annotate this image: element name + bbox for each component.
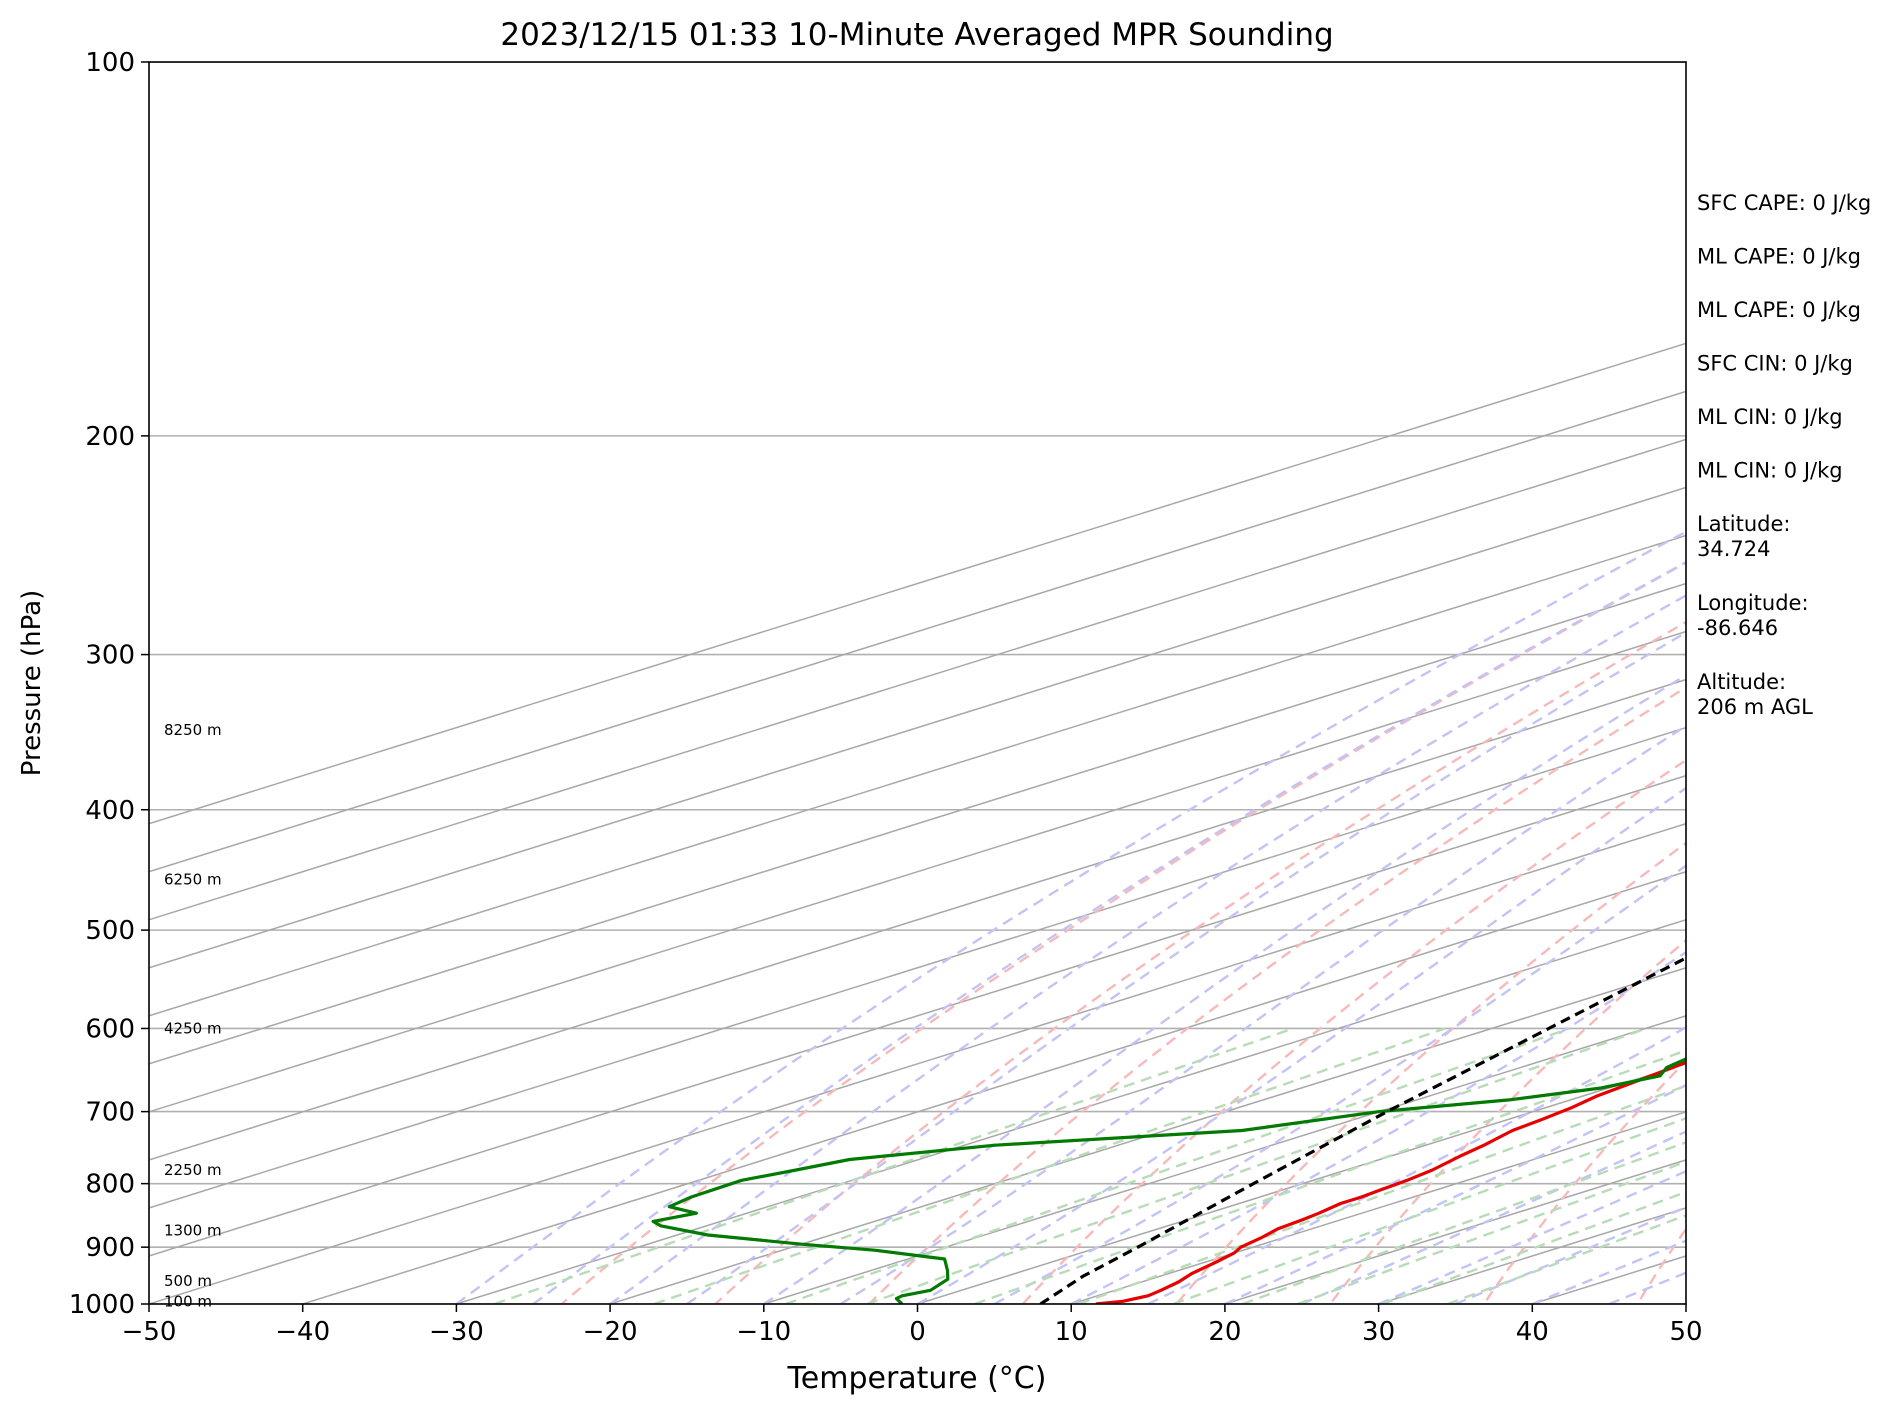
dry-adiabat-line [1174,841,1686,1304]
moist-adiabat-line [916,786,1686,1304]
x-tick-label: −30 [429,1317,484,1347]
mixing-ratio-line [1078,1084,1686,1304]
mixing-ratio-line [1172,1117,1686,1304]
isotherm-line [1529,1255,1686,1304]
info-panel-line: ML CIN: 0 J/kg [1697,459,1843,483]
y-tick-label: 300 [85,641,135,671]
plot-frame [148,61,1687,1305]
info-panel: SFC CAPE: 0 J/kg ML CAPE: 0 J/kg ML CAPE: … [1697,191,1871,719]
moist-adiabat-line [1378,1170,1686,1304]
y-tick-label: 800 [85,1170,135,1200]
height-label: 1300 m [164,1222,222,1240]
isotherm-line [149,630,1686,1113]
moist-adiabat-line [1455,1205,1686,1304]
isotherm-line [149,342,1686,825]
dry-adiabat-line [1482,1059,1686,1304]
isotherm-line [300,870,1686,1304]
x-tick-label: 20 [1208,1317,1241,1347]
height-label: 100 m [164,1292,212,1310]
isotherm-line [149,582,1686,1065]
isotherm-line [607,966,1686,1304]
isotherm-line [149,822,1686,1304]
height-labels: 8250 m 6250 m 4250 m 2250 m 1300 m 500 m 100 m [164,721,222,1310]
mixing-ratio-line [1297,1160,1686,1304]
x-tick-label: 50 [1669,1317,1702,1347]
isotherm-line [149,438,1686,921]
x-axis-label: Temperature (°C) [787,1361,1047,1396]
info-panel-line: ML CAPE: 0 J/kg [1697,245,1861,269]
y-axis-label: Pressure (hPa) [17,590,47,777]
isotherm-line [1376,1207,1686,1304]
dry-adiabat-line [559,561,1686,1304]
moist-adiabat-line [993,864,1686,1304]
x-tick-label: −20 [583,1317,638,1347]
y-tick-label: 200 [85,422,135,452]
x-tick-label: 40 [1516,1317,1549,1347]
info-panel-line: Longitude: -86.646 [1697,591,1809,640]
info-panel-line: SFC CAPE: 0 J/kg [1697,191,1871,215]
info-panel-line: Latitude: 34.724 [1697,512,1791,561]
x-tick-label: −50 [122,1317,177,1347]
mixing-ratio-line [653,1027,1446,1304]
moist-adiabat-line [763,673,1686,1304]
isotherm-line [149,774,1686,1257]
isotherm-line [1068,1111,1686,1304]
height-label: 4250 m [164,1019,222,1037]
isotherm-line [149,678,1686,1161]
height-label: 2250 m [164,1161,222,1179]
x-tick-label: 10 [1055,1317,1088,1347]
moist-adiabat-line [532,560,1686,1304]
dewpoint-trace [651,1057,1686,1304]
temperature-trace [1095,1060,1686,1304]
moist-adiabat-line [609,594,1686,1304]
isotherm-line [453,918,1686,1304]
dry-adiabat-line [1328,938,1686,1304]
x-tick-label: −40 [275,1317,330,1347]
isotherm-line [149,486,1686,969]
y-tick-label: 1000 [69,1290,135,1320]
y-tick-label: 600 [85,1014,135,1044]
moist-adiabat-line [686,631,1686,1304]
info-panel-line: Altitude: 206 m AGL [1697,670,1813,719]
x-tick-label: 0 [909,1317,926,1347]
y-tick-label: 400 [85,796,135,826]
mixing-ratio-line [1242,1141,1686,1304]
background-grid [149,34,1893,1330]
isotherm-line [149,726,1686,1209]
mixing-ratio-line [785,1027,1570,1304]
info-panel-line: SFC CIN: 0 J/kg [1697,352,1853,376]
height-label: 6250 m [164,870,222,888]
info-panel-line: ML CIN: 0 J/kg [1697,405,1843,429]
chart-title: 2023/12/15 01:33 10-Minute Averaged MPR … [500,17,1333,53]
x-tick-label: 30 [1362,1317,1395,1347]
dry-adiabat-line [867,685,1686,1304]
info-panel-line: ML CAPE: 0 J/kg [1697,298,1861,322]
moist-adiabat-line [455,530,1686,1304]
parcel-trace [1039,956,1686,1304]
moist-adiabat-line [1147,1026,1686,1304]
y-axis-ticks: 100 200 300 400 500 600 700 800 900 1000 [69,48,149,1320]
moist-adiabat-line [839,724,1686,1304]
height-label: 500 m [164,1272,212,1290]
mixing-ratio-line [494,1027,1294,1304]
mixing-ratio-line [866,1027,1647,1304]
isotherm-line [149,534,1686,1017]
isotherm-line [149,390,1686,873]
x-tick-label: −10 [736,1317,791,1347]
sounding-traces [651,956,1686,1304]
height-label: 8250 m [164,721,222,739]
x-axis-ticks: −50 −40 −30 −20 −10 0 10 20 30 40 50 [122,1304,1703,1347]
y-tick-label: 900 [85,1233,135,1263]
mixing-ratio-line [974,1049,1686,1304]
dry-adiabat-line [1778,34,1893,1330]
y-tick-label: 700 [85,1098,135,1128]
y-tick-label: 100 [85,48,135,78]
y-tick-label: 500 [85,916,135,946]
